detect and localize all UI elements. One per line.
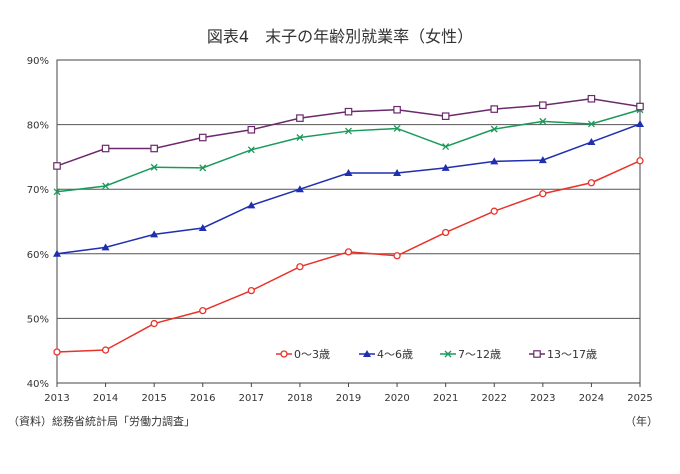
x-tick-label: 2019 bbox=[336, 393, 361, 404]
x-tick-label: 2013 bbox=[44, 393, 69, 404]
x-tick-label: 2017 bbox=[239, 393, 264, 404]
data-point bbox=[344, 248, 353, 256]
axis-layer: 40% 50% 60% 70% 80% 90% 2013 2014 2015 2016 2017 20… bbox=[27, 56, 653, 404]
x-tick-label: 2025 bbox=[627, 393, 652, 404]
data-point bbox=[53, 348, 61, 356]
data-point bbox=[344, 169, 353, 177]
data-point bbox=[150, 163, 158, 171]
data-point bbox=[393, 105, 401, 114]
y-tick-label: 70% bbox=[27, 185, 49, 196]
data-point bbox=[101, 144, 110, 153]
data-point bbox=[539, 190, 547, 198]
source-note: （資料）総務省統計局「労働力調査」 bbox=[8, 414, 195, 428]
data-point bbox=[295, 185, 304, 193]
data-point bbox=[296, 263, 304, 271]
data-point bbox=[636, 102, 644, 111]
legend-label: 13～17歳 bbox=[547, 348, 597, 361]
legend: 0～3歳 4～6歳 7～12歳 13～17歳 bbox=[276, 348, 597, 361]
data-point bbox=[101, 346, 110, 354]
data-point bbox=[150, 230, 159, 238]
x-tick-label: 2023 bbox=[530, 393, 555, 404]
legend-label: 7～12歳 bbox=[458, 348, 501, 361]
data-point bbox=[199, 164, 207, 172]
x-tick-label: 2022 bbox=[482, 393, 507, 404]
data-point bbox=[393, 252, 401, 260]
data-point bbox=[198, 223, 207, 231]
data-point bbox=[199, 306, 207, 315]
legend-label: 0～3歳 bbox=[294, 348, 330, 361]
x-tick-label: 2024 bbox=[579, 393, 604, 404]
data-point bbox=[533, 350, 541, 358]
y-tick-label: 90% bbox=[27, 56, 49, 67]
legend-label: 4～6歳 bbox=[377, 348, 413, 361]
x-tick-label: 2014 bbox=[93, 393, 118, 404]
data-point bbox=[587, 138, 596, 146]
data-point bbox=[247, 125, 256, 134]
x-axis-unit-label: （年） bbox=[625, 414, 658, 428]
data-point bbox=[363, 350, 371, 357]
data-point bbox=[587, 179, 596, 187]
data-point bbox=[636, 157, 644, 165]
x-tick-label: 2021 bbox=[433, 393, 458, 404]
data-point bbox=[102, 182, 110, 190]
data-point bbox=[247, 146, 255, 154]
data-point bbox=[441, 163, 450, 171]
data-point bbox=[53, 188, 61, 196]
data-point bbox=[344, 107, 353, 116]
series-line bbox=[56, 109, 641, 193]
data-point bbox=[296, 134, 304, 141]
data-point bbox=[53, 162, 61, 170]
data-point bbox=[490, 157, 499, 165]
data-point bbox=[442, 228, 450, 237]
data-point bbox=[444, 350, 452, 358]
x-tick-label: 2018 bbox=[287, 393, 312, 404]
data-point bbox=[539, 101, 547, 110]
data-point bbox=[636, 119, 644, 127]
data-point bbox=[441, 112, 450, 121]
data-point bbox=[101, 243, 110, 251]
data-point bbox=[247, 201, 256, 209]
data-point bbox=[150, 144, 158, 153]
data-point bbox=[393, 169, 402, 177]
y-tick-label: 60% bbox=[27, 250, 49, 261]
data-point bbox=[490, 207, 498, 215]
y-tick-label: 80% bbox=[27, 121, 49, 132]
data-point bbox=[587, 120, 595, 128]
data-point bbox=[280, 350, 288, 358]
x-tick-label: 2015 bbox=[141, 393, 166, 404]
x-tick-label: 2020 bbox=[384, 393, 409, 404]
data-point bbox=[296, 114, 304, 122]
data-point bbox=[247, 286, 255, 295]
data-point bbox=[198, 133, 207, 142]
data-point bbox=[345, 127, 352, 135]
data-point bbox=[587, 94, 596, 103]
data-point bbox=[393, 125, 401, 132]
x-tick-label: 2016 bbox=[190, 393, 215, 404]
data-point bbox=[490, 125, 498, 133]
data-point bbox=[150, 319, 158, 328]
data-point bbox=[490, 105, 499, 113]
series-layer bbox=[53, 94, 644, 356]
y-tick-label: 50% bbox=[27, 314, 49, 325]
data-point bbox=[53, 249, 61, 257]
data-point bbox=[538, 156, 547, 164]
data-point bbox=[442, 143, 450, 151]
y-tick-label: 40% bbox=[27, 379, 49, 390]
data-point bbox=[539, 117, 547, 125]
chart-title: 図表4 末子の年齢別就業率（女性） bbox=[207, 27, 473, 46]
